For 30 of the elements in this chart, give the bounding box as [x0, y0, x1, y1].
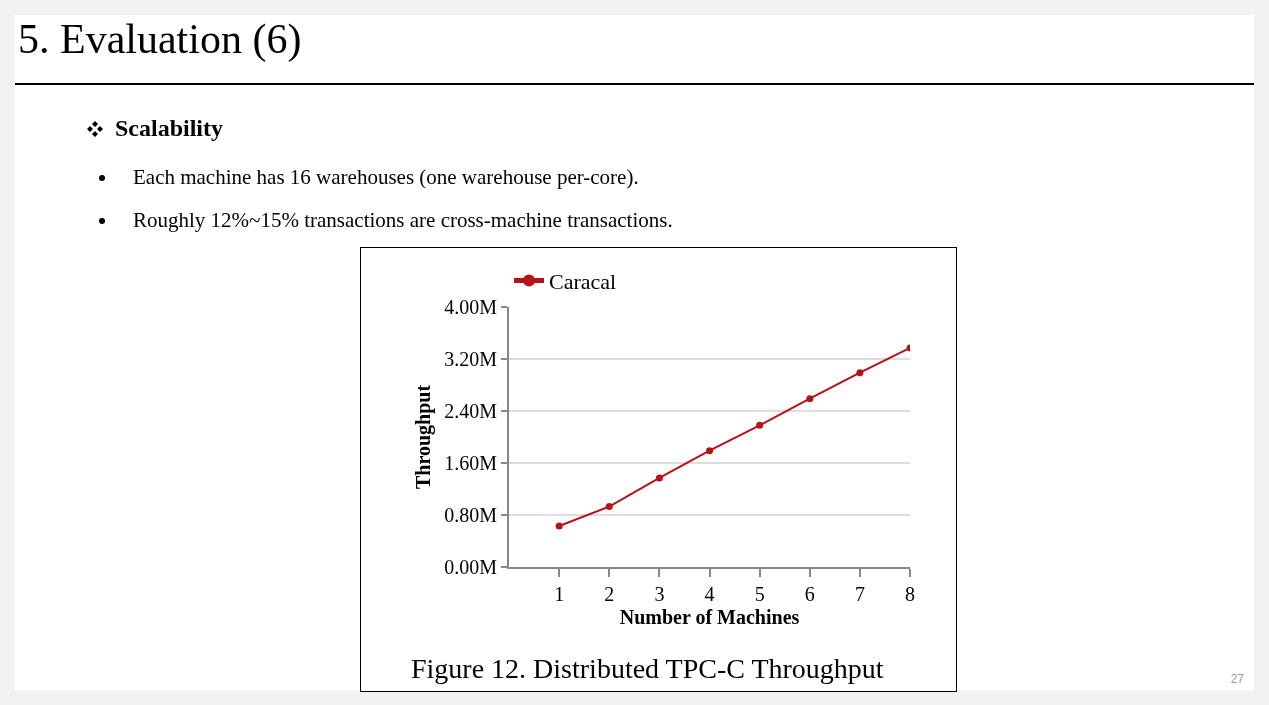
- y-tick-label: 3.20M: [444, 348, 498, 370]
- text: Roughly 12%~15% transactions are cross-machine transactions.: [133, 208, 673, 233]
- text: Scalability: [114, 115, 224, 142]
- y-tick-label: 0.00M: [444, 556, 498, 578]
- x-tick-label: 6: [804, 583, 815, 605]
- point: [655, 474, 663, 482]
- x-tick-label: 4: [704, 583, 715, 605]
- text: 27: [1230, 672, 1244, 686]
- y-tick-label: 2.40M: [444, 400, 498, 422]
- point: [806, 395, 814, 403]
- text: 5. Evaluation (6): [18, 15, 302, 63]
- x-axis-title: Number of Machines: [619, 606, 800, 628]
- x-tick-label: 3: [654, 583, 665, 605]
- y-axis-title: Throughput: [412, 384, 436, 490]
- x-tick-label: 8: [905, 583, 915, 605]
- point: [856, 369, 864, 377]
- point: [555, 522, 563, 530]
- x-tick-label: 5: [754, 583, 765, 605]
- x-tick-label: 1: [554, 583, 565, 605]
- x-tick-label: 7: [854, 583, 865, 605]
- point: [706, 447, 713, 455]
- text: Each machine has 16 warehouses (one warehouse per-core).: [133, 165, 639, 190]
- point: [605, 503, 613, 511]
- y-tick-label: 0.80M: [444, 504, 498, 526]
- legend-label: Caracal: [549, 269, 617, 295]
- x-tick-label: 2: [604, 583, 615, 605]
- y-tick-label: 1.60M: [444, 452, 498, 474]
- caption: Figure 12. Distributed TPC-C Throughput: [411, 653, 884, 684]
- point: [756, 421, 764, 429]
- y-tick-label: 4.00M: [444, 296, 498, 318]
